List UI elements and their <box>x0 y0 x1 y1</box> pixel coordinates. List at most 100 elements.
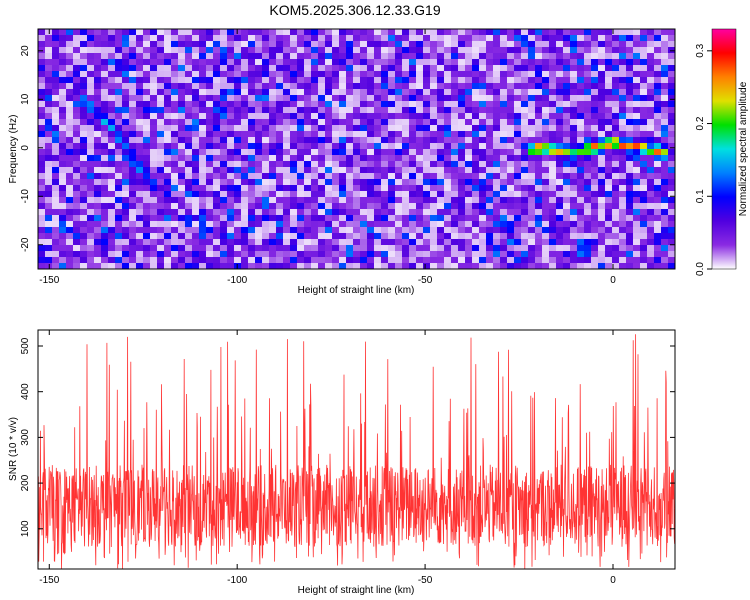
heatmap-cell <box>430 251 438 258</box>
heatmap-cell <box>374 89 382 96</box>
heatmap-cell <box>297 89 305 96</box>
heatmap-cell <box>605 161 613 168</box>
heatmap-cell <box>192 221 200 228</box>
heatmap-cell <box>255 59 263 66</box>
heatmap-cell <box>458 233 466 240</box>
heatmap-cell <box>619 35 627 42</box>
heatmap-cell <box>94 185 102 192</box>
heatmap-cell <box>535 245 543 252</box>
heatmap-cell <box>360 29 368 36</box>
heatmap-cell <box>227 59 235 66</box>
heatmap-cell <box>591 221 599 228</box>
heatmap-cell <box>73 95 81 102</box>
heatmap-cell <box>430 95 438 102</box>
heatmap-cell <box>661 179 669 186</box>
heatmap-cell <box>570 197 578 204</box>
heatmap-cell <box>416 47 424 54</box>
heatmap-cell <box>52 263 60 269</box>
heatmap-cell <box>661 125 669 132</box>
heatmap-cell <box>199 215 207 222</box>
heatmap-cell <box>668 107 675 114</box>
heatmap-cell <box>514 143 522 150</box>
heatmap-cell <box>647 131 655 138</box>
heatmap-cell <box>584 119 592 126</box>
heatmap-cell <box>332 131 340 138</box>
heatmap-cell <box>304 89 312 96</box>
heatmap-cell <box>465 137 473 144</box>
heatmap-cell <box>290 239 298 246</box>
heatmap-cell <box>437 77 445 84</box>
heatmap-cell <box>318 83 326 90</box>
heatmap-cell <box>157 113 165 120</box>
heatmap-cell <box>409 209 417 216</box>
heatmap-cell <box>507 47 515 54</box>
heatmap-cell <box>129 209 137 216</box>
heatmap-cell <box>311 197 319 204</box>
heatmap-cell <box>325 239 333 246</box>
heatmap-cell <box>556 227 564 234</box>
heatmap-cell <box>101 83 109 90</box>
heatmap-cell <box>143 113 151 120</box>
heatmap-cell <box>94 215 102 222</box>
heatmap-cell <box>339 227 347 234</box>
heatmap-cell <box>409 203 417 210</box>
heatmap-cell <box>192 149 200 156</box>
heatmap-cell <box>381 209 389 216</box>
heatmap-cell <box>556 185 564 192</box>
heatmap-cell <box>661 251 669 258</box>
heatmap-cell <box>591 179 599 186</box>
heatmap-cell <box>66 185 74 192</box>
heatmap-cell <box>164 257 172 264</box>
heatmap-cell <box>59 263 67 269</box>
heatmap-cell <box>178 29 186 36</box>
heatmap-cell <box>304 125 312 132</box>
heatmap-cell <box>423 107 431 114</box>
heatmap-cell <box>549 65 557 72</box>
heatmap-cell <box>556 203 564 210</box>
heatmap-cell <box>269 167 277 174</box>
heatmap-cell <box>150 251 158 258</box>
heatmap-cell <box>94 245 102 252</box>
heatmap-cell <box>465 239 473 246</box>
heatmap-cell <box>59 197 67 204</box>
heatmap-cell <box>339 113 347 120</box>
heatmap-cell <box>178 191 186 198</box>
heatmap-cell <box>535 263 543 269</box>
heatmap-cell <box>283 209 291 216</box>
heatmap-cell <box>577 107 585 114</box>
heatmap-cell <box>374 155 382 162</box>
heatmap-cell <box>311 107 319 114</box>
heatmap-cell <box>633 251 641 258</box>
heatmap-cell <box>619 215 627 222</box>
heatmap-cell <box>479 173 487 180</box>
heatmap-cell <box>430 173 438 180</box>
heatmap-cell <box>304 155 312 162</box>
heatmap-cell <box>598 179 606 186</box>
heatmap-cell <box>640 137 648 144</box>
heatmap-cell <box>115 167 123 174</box>
heatmap-cell <box>570 203 578 210</box>
heatmap-cell <box>255 77 263 84</box>
heatmap-cell <box>318 119 326 126</box>
heatmap-cell <box>255 137 263 144</box>
heatmap-cell <box>185 101 193 108</box>
heatmap-cell <box>402 227 410 234</box>
heatmap-cell <box>507 185 515 192</box>
heatmap-cell <box>311 131 319 138</box>
heatmap-cell <box>45 131 53 138</box>
heatmap-cell <box>472 185 480 192</box>
heatmap-cell <box>122 245 130 252</box>
heatmap-cell <box>654 143 662 150</box>
heatmap-cell <box>283 77 291 84</box>
heatmap-cell <box>227 47 235 54</box>
heatmap-cell <box>668 125 675 132</box>
heatmap-cell <box>325 149 333 156</box>
heatmap-cell <box>619 263 627 269</box>
heatmap-cell <box>227 209 235 216</box>
heatmap-cell <box>486 179 494 186</box>
heatmap-cell <box>577 143 585 150</box>
heatmap-cell <box>199 29 207 36</box>
heatmap-cell <box>395 167 403 174</box>
heatmap-cell <box>563 215 571 222</box>
heatmap-cell <box>612 197 620 204</box>
